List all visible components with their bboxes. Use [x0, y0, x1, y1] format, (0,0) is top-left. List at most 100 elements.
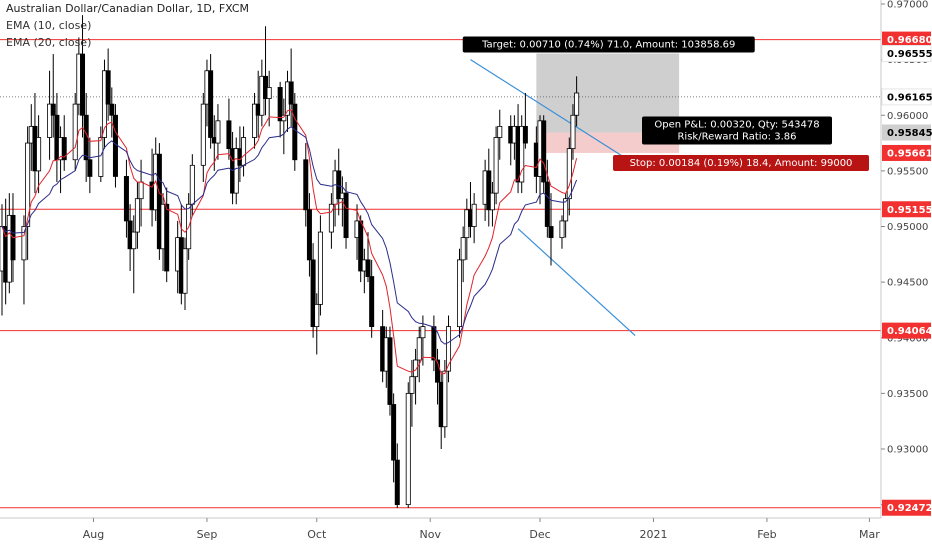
candle-body — [566, 148, 572, 200]
candle-body — [303, 159, 309, 211]
candle-body — [548, 226, 554, 239]
candle — [566, 137, 572, 216]
candle-body — [343, 192, 349, 239]
candle — [208, 54, 214, 149]
candle — [486, 148, 492, 227]
candle-body — [134, 198, 140, 233]
candle — [87, 137, 93, 194]
candle-body — [420, 326, 426, 339]
candle — [112, 104, 118, 188]
candle — [317, 215, 323, 316]
price-tag-label: 0.96165 — [887, 92, 932, 103]
candle — [522, 93, 528, 149]
candle — [80, 15, 86, 138]
target-label-text: Target: 0.00710 (0.74%) 71.0, Amount: 10… — [481, 40, 735, 51]
time-axis[interactable]: Aug Sep Oct Nov Dec 2021 Feb Mar — [0, 517, 932, 550]
candle-body — [292, 103, 298, 161]
candle-body — [72, 103, 78, 161]
horizontal-levels — [0, 39, 881, 509]
candle-body — [413, 359, 419, 378]
price-tag-label: 0.92472 — [887, 503, 932, 514]
symbol-title: Australian Dollar/Canadian Dollar, 1D, F… — [6, 2, 250, 15]
ema-lines — [1, 108, 578, 375]
price-tag — [882, 31, 931, 48]
candle — [413, 348, 419, 405]
price-tick-label: 0.95000 — [887, 222, 928, 233]
candle-body — [391, 404, 397, 461]
candle-body — [200, 103, 206, 166]
candle-body — [131, 231, 137, 250]
ema-10-legend: EMA (10, close) — [6, 19, 92, 32]
candle — [559, 215, 565, 249]
candle-body — [563, 198, 569, 222]
price-tick-label: 0.95500 — [887, 166, 928, 177]
candle-body — [36, 137, 42, 172]
candle — [489, 182, 495, 227]
candle — [394, 443, 400, 508]
candle-body — [446, 326, 452, 372]
chart-legend: Australian Dollar/Canadian Dollar, 1D, F… — [6, 0, 249, 51]
price-axis[interactable]: 0.970000.965000.960000.955000.950000.945… — [880, 0, 932, 550]
ema-20-legend: EMA (20, close) — [6, 36, 92, 49]
time-axis-bg — [0, 518, 932, 550]
candle — [226, 98, 232, 160]
candle — [241, 126, 247, 177]
candle — [233, 137, 239, 205]
candle — [47, 70, 53, 160]
candle-body — [435, 359, 441, 383]
candle-body — [310, 259, 316, 328]
candle-body — [486, 170, 492, 211]
candle-body — [328, 203, 334, 233]
candle — [446, 315, 452, 383]
candle-body — [112, 114, 118, 177]
time-tick-label: Aug — [83, 528, 104, 541]
price-tag-label: 0.96555 — [887, 49, 932, 60]
price-tag-label: 0.95845 — [887, 128, 932, 139]
candle-body — [226, 120, 232, 150]
price-tag — [882, 124, 931, 141]
ema-20-line[interactable] — [1, 126, 578, 345]
candle-body — [266, 87, 272, 99]
candle-body — [123, 176, 129, 222]
candle-body — [431, 326, 437, 361]
price-tick-label: 0.93500 — [887, 389, 928, 400]
candle-body — [277, 87, 283, 122]
candle — [277, 81, 283, 138]
candle-body — [208, 70, 214, 138]
candle — [570, 104, 576, 160]
ema-10-line[interactable] — [1, 108, 578, 375]
channel-lower-line[interactable] — [517, 228, 636, 336]
candle-body — [164, 203, 170, 272]
candle-body — [409, 376, 415, 394]
candle-body — [519, 125, 525, 183]
stop-label-bg — [613, 154, 869, 171]
stop-label-text: Stop: 0.00184 (0.19%) 18.4, Amount: 9900… — [630, 158, 853, 169]
candle-body — [50, 103, 56, 116]
price-tag-label: 0.95155 — [887, 205, 932, 216]
candle — [544, 159, 550, 238]
channel-upper-line[interactable] — [470, 59, 636, 165]
candle — [336, 148, 342, 216]
candle — [310, 243, 316, 338]
candle — [365, 232, 371, 283]
open-pl-label-bg — [642, 116, 832, 145]
candle — [343, 182, 349, 249]
candle-body — [281, 114, 287, 122]
candle — [200, 93, 206, 182]
stop-label: Stop: 0.00184 (0.19%) 18.4, Amount: 9900… — [613, 154, 869, 171]
candle — [328, 193, 334, 249]
candle-body — [138, 181, 144, 200]
candle-body — [98, 137, 104, 177]
candles — [0, 15, 580, 508]
open-pl-label: Open P&L: 0.00320, Qty: 543478Risk/Rewar… — [642, 116, 832, 145]
trend-channel — [470, 59, 636, 336]
price-tag — [882, 144, 931, 161]
candle — [182, 237, 188, 310]
time-tick-label: Nov — [419, 528, 441, 541]
price-tag-label: 0.94064 — [887, 326, 932, 337]
candle-body — [559, 220, 565, 239]
candle-body — [80, 53, 86, 116]
candle-body — [387, 337, 393, 405]
candle-body — [442, 370, 448, 428]
